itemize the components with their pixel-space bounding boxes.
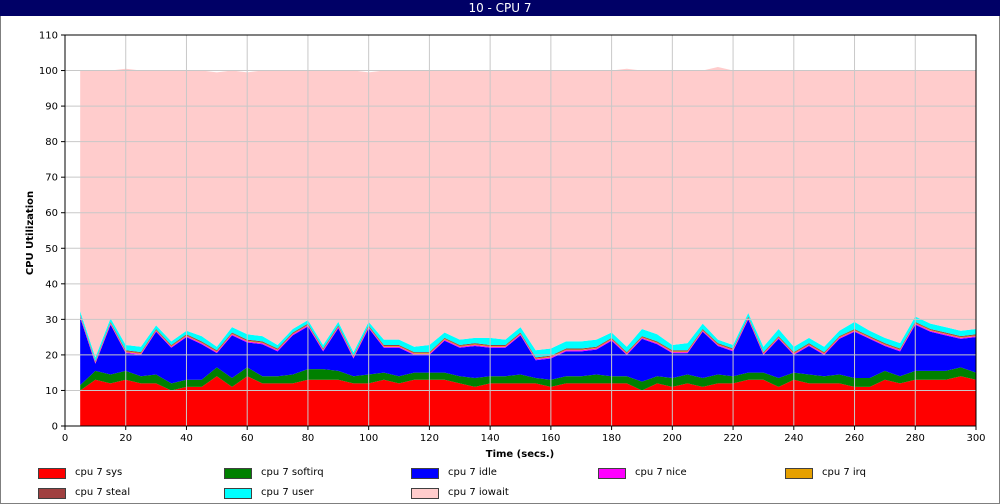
area-cpu-7-nice <box>80 316 976 364</box>
legend-label: cpu 7 sys <box>75 467 123 478</box>
area-cpu-7-softirq <box>80 367 976 391</box>
legend-swatch <box>785 468 813 479</box>
x-axis-label: Time (secs.) <box>486 449 555 460</box>
area-cpu-7-irq <box>80 315 976 363</box>
legend-item-cpu-7-user: cpu 7 user <box>224 487 404 501</box>
legend-item-cpu-7-idle: cpu 7 idle <box>411 467 591 481</box>
x-tick-label: 160 <box>541 433 560 444</box>
y-tick-label: 60 <box>45 208 58 219</box>
x-tick-label: 120 <box>420 433 439 444</box>
legend-label: cpu 7 idle <box>448 467 497 478</box>
x-tick-label: 220 <box>724 433 743 444</box>
x-tick-label: 80 <box>302 433 315 444</box>
legend-item-cpu-7-softirq: cpu 7 softirq <box>224 467 404 481</box>
legend-item-cpu-7-steal: cpu 7 steal <box>38 487 218 501</box>
area-cpu-7-steal <box>80 314 976 363</box>
legend-item-cpu-7-irq: cpu 7 irq <box>785 467 965 481</box>
y-tick-label: 110 <box>39 31 58 42</box>
legend-item-cpu-7-sys: cpu 7 sys <box>38 467 218 481</box>
x-tick-label: 180 <box>602 433 621 444</box>
x-tick-label: 40 <box>180 433 193 444</box>
y-tick-label: 90 <box>45 102 58 113</box>
grid-lines <box>65 35 976 426</box>
area-cpu-7-user <box>80 311 976 361</box>
x-tick-label: 60 <box>241 433 254 444</box>
legend-label: cpu 7 nice <box>635 467 687 478</box>
y-tick-label: 100 <box>39 66 58 77</box>
legend-label: cpu 7 iowait <box>448 487 509 498</box>
legend-swatch <box>411 488 439 499</box>
y-tick-label: 30 <box>45 315 58 326</box>
legend-label: cpu 7 user <box>261 487 314 498</box>
x-tick-label: 100 <box>359 433 378 444</box>
y-tick-label: 40 <box>45 279 58 290</box>
legend-label: cpu 7 steal <box>75 487 131 498</box>
legend-swatch <box>38 468 66 479</box>
x-tick-label: 240 <box>784 433 803 444</box>
legend-item-cpu-7-nice: cpu 7 nice <box>598 467 778 481</box>
y-axis-ticks: 0 10 20 30 40 50 60 70 80 90 100 110 <box>39 31 65 433</box>
y-tick-label: 50 <box>45 244 58 255</box>
x-axis-ticks: 0 20 40 60 80 100 120 140 160 180 200 220 240 260 280 3… <box>62 426 986 444</box>
x-tick-label: 20 <box>119 433 132 444</box>
x-tick-label: 260 <box>845 433 864 444</box>
y-tick-label: 0 <box>52 422 58 433</box>
legend-swatch <box>224 488 252 499</box>
legend-swatch <box>38 488 66 499</box>
legend-label: cpu 7 softirq <box>261 467 324 478</box>
y-tick-label: 20 <box>45 350 58 361</box>
x-tick-label: 300 <box>966 433 985 444</box>
area-cpu-7-sys <box>80 376 976 426</box>
y-tick-label: 70 <box>45 173 58 184</box>
area-series-group <box>80 66 976 426</box>
chart-title: 10 - CPU 7 <box>0 0 1000 16</box>
area-cpu-7-idle <box>80 317 976 386</box>
y-tick-label: 10 <box>45 386 58 397</box>
legend-swatch <box>224 468 252 479</box>
plot-area-border <box>64 34 977 427</box>
legend-swatch <box>411 468 439 479</box>
x-tick-label: 0 <box>62 433 68 444</box>
legend-swatch <box>598 468 626 479</box>
legend-label: cpu 7 irq <box>822 467 866 478</box>
y-tick-label: 80 <box>45 137 58 148</box>
y-axis-label: CPU Utilization <box>25 191 36 275</box>
x-tick-label: 200 <box>663 433 682 444</box>
x-tick-label: 280 <box>906 433 925 444</box>
area-cpu-7-iowait <box>80 66 976 358</box>
x-tick-label: 140 <box>481 433 500 444</box>
legend-item-cpu-7-iowait: cpu 7 iowait <box>411 487 591 501</box>
